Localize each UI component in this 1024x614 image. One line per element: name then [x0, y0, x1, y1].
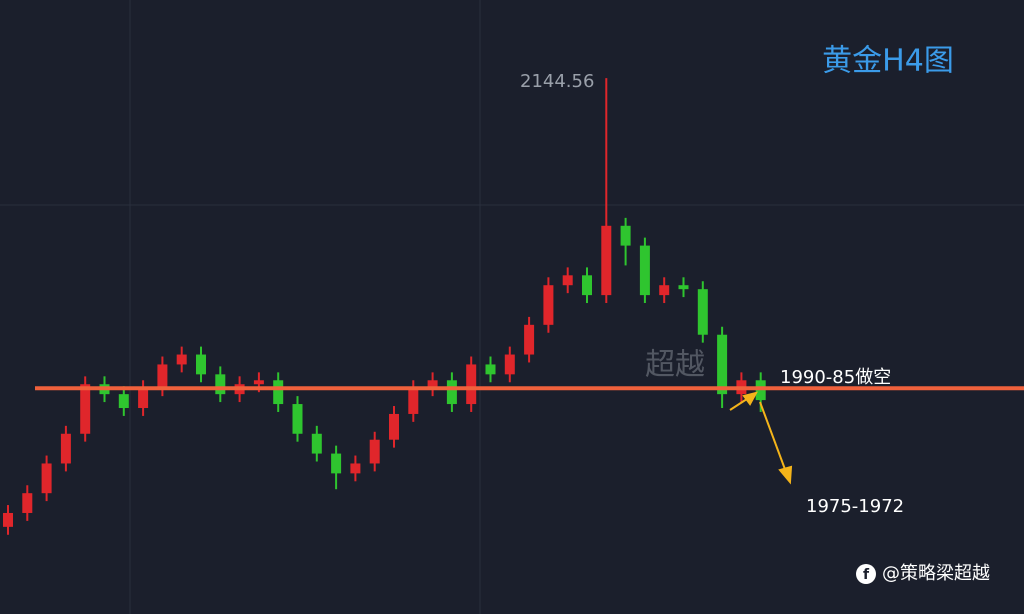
logo	[856, 564, 876, 584]
candle-body	[60, 433, 71, 464]
candle-body	[659, 285, 670, 296]
candle-body	[582, 275, 592, 296]
candle-body	[215, 374, 226, 395]
candle-body	[697, 289, 708, 335]
candle-body	[446, 380, 457, 405]
candle-body	[504, 354, 515, 375]
candle-body	[543, 285, 554, 325]
arrow-head	[742, 391, 758, 406]
candle-body	[331, 453, 342, 474]
candle-body	[176, 354, 187, 365]
candle-body	[717, 334, 728, 395]
candle-body	[22, 493, 33, 513]
candle-body	[41, 463, 52, 494]
candle-body	[273, 380, 284, 405]
candle-body	[639, 245, 650, 296]
arrow-head	[778, 465, 793, 485]
annotation: 1990-85做空	[780, 367, 891, 388]
candle-body	[620, 225, 631, 246]
candle-body	[350, 463, 361, 474]
footer: f @策略梁超越	[856, 563, 990, 584]
candle-body	[427, 380, 438, 389]
high-label: 2144.56	[520, 71, 594, 92]
footer-text: @策略梁超越	[882, 563, 990, 584]
candle-body	[80, 384, 91, 434]
candle-body	[157, 364, 168, 389]
candle-body	[311, 433, 322, 454]
chart-title: 黄金H4图	[822, 44, 954, 79]
candle-body	[196, 354, 206, 375]
arrow	[759, 401, 787, 473]
plot	[3, 78, 1024, 535]
candle-body	[601, 225, 612, 296]
watermark: 超越	[645, 348, 705, 383]
candle-body	[408, 388, 419, 414]
logo-glyph: f	[863, 567, 870, 583]
candle-body	[253, 380, 264, 385]
candle-body	[138, 388, 149, 409]
candle-body	[369, 439, 380, 464]
candle-body	[524, 324, 535, 355]
candle-body	[292, 404, 303, 434]
candle-body	[485, 364, 496, 375]
candle-body	[466, 364, 477, 405]
candle-body	[562, 275, 573, 286]
candle-body	[118, 394, 129, 409]
annotation: 1975-1972	[806, 496, 904, 517]
arrows	[729, 391, 793, 485]
candle-body	[389, 413, 399, 440]
candle-body	[3, 512, 13, 527]
candle-body	[678, 285, 689, 290]
